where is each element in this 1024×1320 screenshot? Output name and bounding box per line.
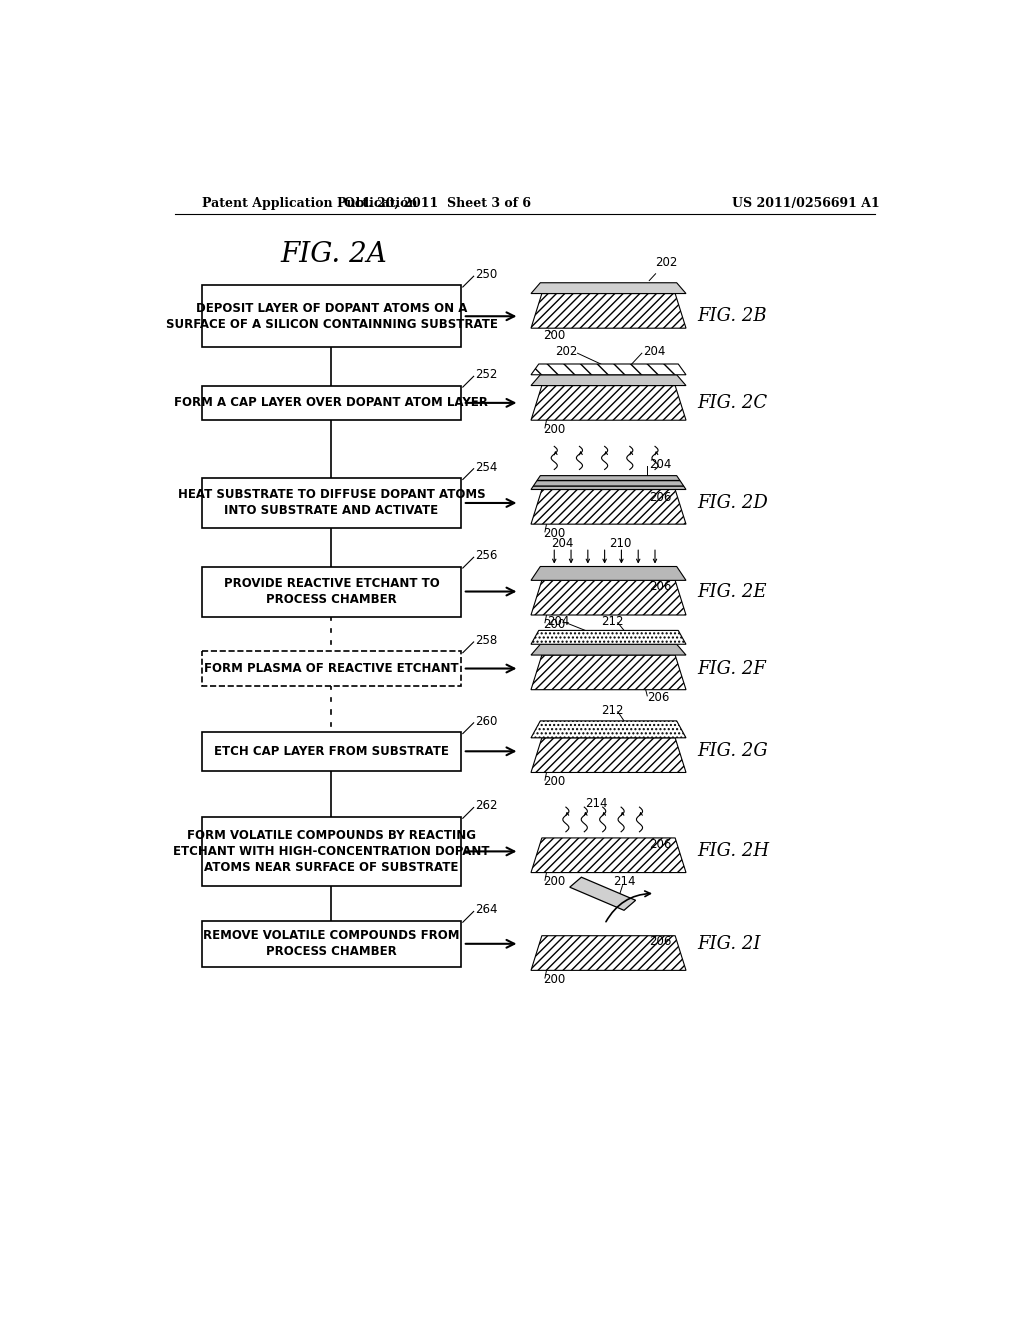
Text: REMOVE VOLATILE COMPOUNDS FROM
PROCESS CHAMBER: REMOVE VOLATILE COMPOUNDS FROM PROCESS C…	[203, 929, 460, 958]
Text: 250: 250	[475, 268, 498, 281]
Text: ETCH CAP LAYER FROM SUBSTRATE: ETCH CAP LAYER FROM SUBSTRATE	[214, 744, 449, 758]
Text: 204: 204	[649, 458, 671, 471]
Text: 214: 214	[612, 875, 635, 888]
Polygon shape	[531, 566, 686, 581]
Text: 202: 202	[649, 256, 677, 281]
Polygon shape	[531, 490, 686, 524]
Text: 200: 200	[543, 875, 565, 888]
Polygon shape	[531, 738, 686, 772]
Text: FIG. 2I: FIG. 2I	[697, 935, 761, 953]
Text: 254: 254	[475, 461, 498, 474]
Text: 260: 260	[475, 714, 498, 727]
Text: 212: 212	[601, 615, 624, 628]
Text: 206: 206	[647, 690, 670, 704]
Text: FIG. 2E: FIG. 2E	[697, 582, 767, 601]
Text: HEAT SUBSTRATE TO DIFFUSE DOPANT ATOMS
INTO SUBSTRATE AND ACTIVATE: HEAT SUBSTRATE TO DIFFUSE DOPANT ATOMS I…	[177, 488, 485, 517]
Polygon shape	[531, 721, 686, 738]
Text: 212: 212	[601, 704, 624, 717]
Polygon shape	[531, 631, 686, 644]
Polygon shape	[569, 878, 636, 911]
Polygon shape	[531, 644, 686, 655]
Text: 210: 210	[609, 537, 632, 550]
Text: FIG. 2A: FIG. 2A	[280, 242, 387, 268]
Text: Oct. 20, 2011  Sheet 3 of 6: Oct. 20, 2011 Sheet 3 of 6	[344, 197, 531, 210]
Polygon shape	[531, 282, 686, 293]
FancyBboxPatch shape	[202, 385, 461, 420]
Polygon shape	[531, 293, 686, 329]
FancyBboxPatch shape	[202, 566, 461, 616]
FancyBboxPatch shape	[202, 817, 461, 886]
Polygon shape	[531, 364, 686, 375]
Text: 258: 258	[475, 634, 498, 647]
Text: FORM VOLATILE COMPOUNDS BY REACTING
ETCHANT WITH HIGH-CONCENTRATION DOPANT
ATOMS: FORM VOLATILE COMPOUNDS BY REACTING ETCH…	[173, 829, 489, 874]
Text: 206: 206	[649, 491, 671, 504]
Text: 200: 200	[543, 329, 565, 342]
Text: 204: 204	[643, 345, 666, 358]
Polygon shape	[531, 375, 686, 385]
Text: US 2011/0256691 A1: US 2011/0256691 A1	[732, 197, 881, 210]
Polygon shape	[531, 936, 686, 970]
Text: 200: 200	[543, 775, 565, 788]
Text: 204: 204	[551, 537, 573, 550]
FancyBboxPatch shape	[202, 285, 461, 347]
Polygon shape	[531, 838, 686, 873]
Polygon shape	[531, 655, 686, 689]
Text: FIG. 2G: FIG. 2G	[697, 742, 768, 760]
FancyBboxPatch shape	[202, 921, 461, 966]
Polygon shape	[531, 581, 686, 615]
Text: 206: 206	[649, 936, 671, 948]
Text: 202: 202	[555, 345, 578, 358]
Text: 214: 214	[586, 797, 608, 809]
Text: 204: 204	[547, 615, 569, 628]
Text: FORM PLASMA OF REACTIVE ETCHANT: FORM PLASMA OF REACTIVE ETCHANT	[204, 663, 459, 675]
Text: 206: 206	[649, 838, 671, 850]
Text: 262: 262	[475, 800, 498, 813]
Text: PROVIDE REACTIVE ETCHANT TO
PROCESS CHAMBER: PROVIDE REACTIVE ETCHANT TO PROCESS CHAM…	[223, 577, 439, 606]
Text: DEPOSIT LAYER OF DOPANT ATOMS ON A
SURFACE OF A SILICON CONTAINNING SUBSTRATE: DEPOSIT LAYER OF DOPANT ATOMS ON A SURFA…	[166, 302, 498, 331]
Text: FIG. 2D: FIG. 2D	[697, 494, 768, 512]
Text: FIG. 2F: FIG. 2F	[697, 660, 767, 677]
Text: 264: 264	[475, 903, 498, 916]
Text: 206: 206	[649, 579, 671, 593]
FancyBboxPatch shape	[202, 651, 461, 686]
Text: FIG. 2H: FIG. 2H	[697, 842, 770, 861]
Text: FORM A CAP LAYER OVER DOPANT ATOM LAYER: FORM A CAP LAYER OVER DOPANT ATOM LAYER	[174, 396, 488, 409]
Polygon shape	[531, 475, 686, 490]
Polygon shape	[531, 385, 686, 420]
Text: Patent Application Publication: Patent Application Publication	[202, 197, 417, 210]
FancyBboxPatch shape	[202, 478, 461, 528]
FancyBboxPatch shape	[202, 733, 461, 771]
Text: 200: 200	[543, 422, 565, 436]
Text: 200: 200	[543, 527, 565, 540]
Text: 252: 252	[475, 368, 498, 381]
Text: FIG. 2C: FIG. 2C	[697, 393, 768, 412]
Text: 256: 256	[475, 549, 498, 562]
Text: 200: 200	[543, 618, 565, 631]
Text: 200: 200	[543, 973, 565, 986]
Text: FIG. 2B: FIG. 2B	[697, 308, 767, 325]
